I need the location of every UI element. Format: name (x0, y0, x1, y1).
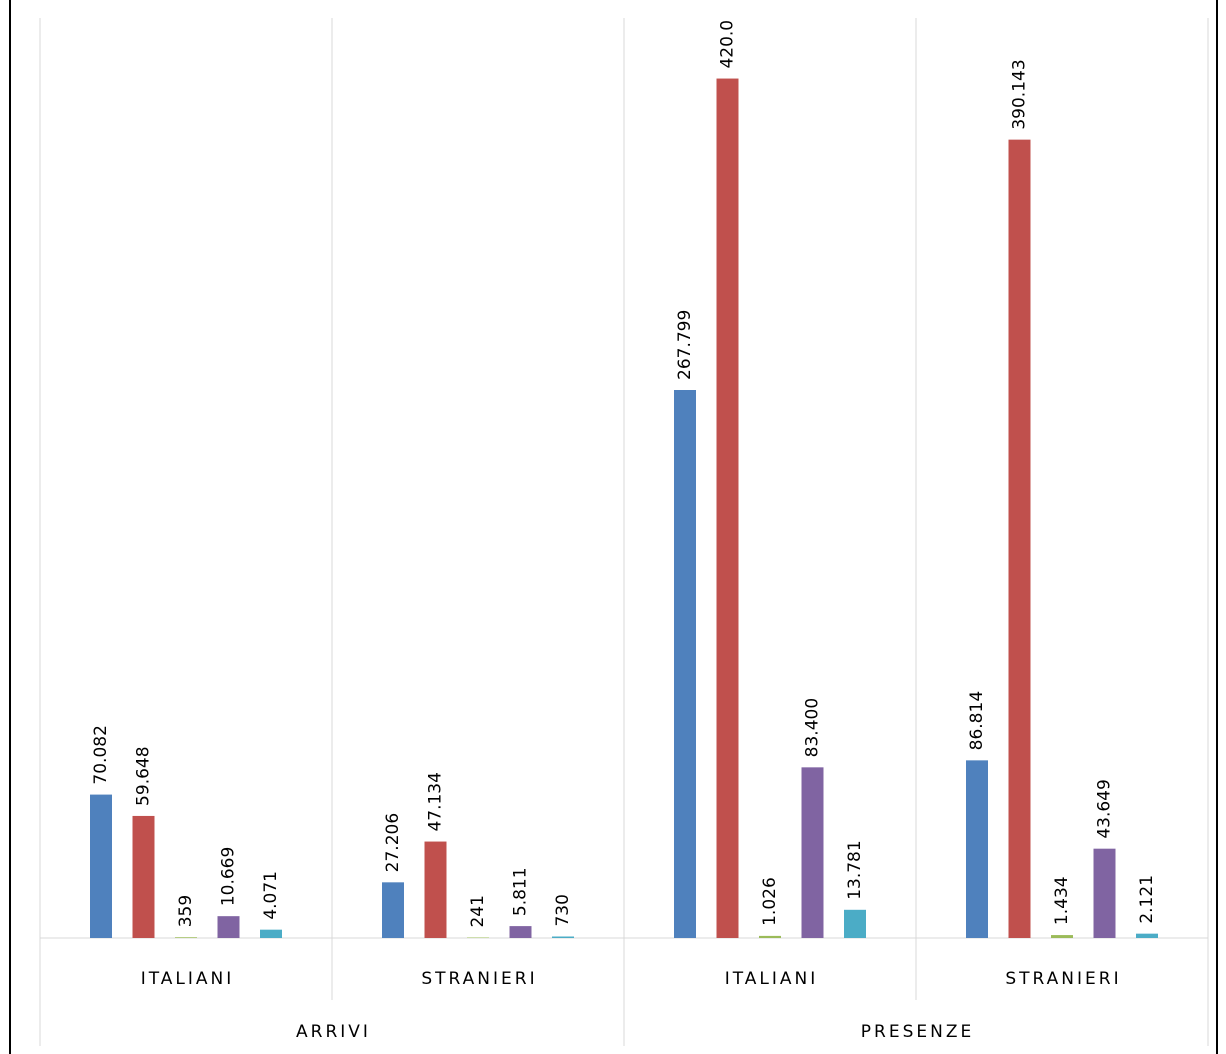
value-label: 83.400 (803, 698, 823, 757)
category-label: ITALIANI (725, 969, 819, 989)
value-label: 390.143 (1010, 59, 1030, 129)
value-label: 47.134 (426, 772, 446, 831)
bar (1136, 933, 1158, 938)
bar (175, 937, 197, 938)
group-label: ARRIVI (296, 1022, 371, 1042)
bar (552, 936, 574, 938)
value-label: 70.082 (91, 725, 111, 784)
category-label: STRANIERI (421, 969, 537, 989)
bar (1008, 139, 1031, 939)
value-label: 1.026 (760, 877, 780, 926)
bar (1051, 935, 1073, 938)
bar (966, 760, 988, 938)
bar (132, 815, 155, 938)
bar (759, 935, 781, 938)
value-label: 5.811 (511, 867, 531, 916)
bar (844, 909, 866, 938)
value-label: 4.071 (261, 871, 281, 920)
category-label: ITALIANI (141, 969, 235, 989)
value-label: 241 (468, 895, 488, 927)
value-label: 86.814 (967, 691, 987, 750)
bar (716, 78, 739, 938)
value-label: 43.649 (1095, 779, 1115, 838)
bar (217, 916, 240, 938)
bar (260, 929, 282, 938)
bar (90, 794, 112, 938)
bar (424, 841, 447, 938)
value-label: 359 (176, 895, 196, 927)
value-label: 13.781 (845, 840, 865, 899)
value-label: 27.206 (383, 813, 403, 872)
bar (674, 390, 696, 938)
value-label: 59.648 (134, 746, 154, 805)
bar (1093, 848, 1116, 938)
value-label: 1.434 (1052, 876, 1072, 925)
value-label: 730 (553, 894, 573, 926)
category-label: STRANIERI (1005, 969, 1121, 989)
value-label: 267.799 (675, 310, 695, 380)
bar (382, 882, 404, 938)
value-label: 10.669 (219, 847, 239, 906)
value-label: 420.0 (718, 20, 738, 69)
group-label: PRESENZE (861, 1022, 974, 1042)
value-label: 2.121 (1137, 875, 1157, 924)
bar (509, 926, 532, 938)
bar (801, 767, 824, 938)
